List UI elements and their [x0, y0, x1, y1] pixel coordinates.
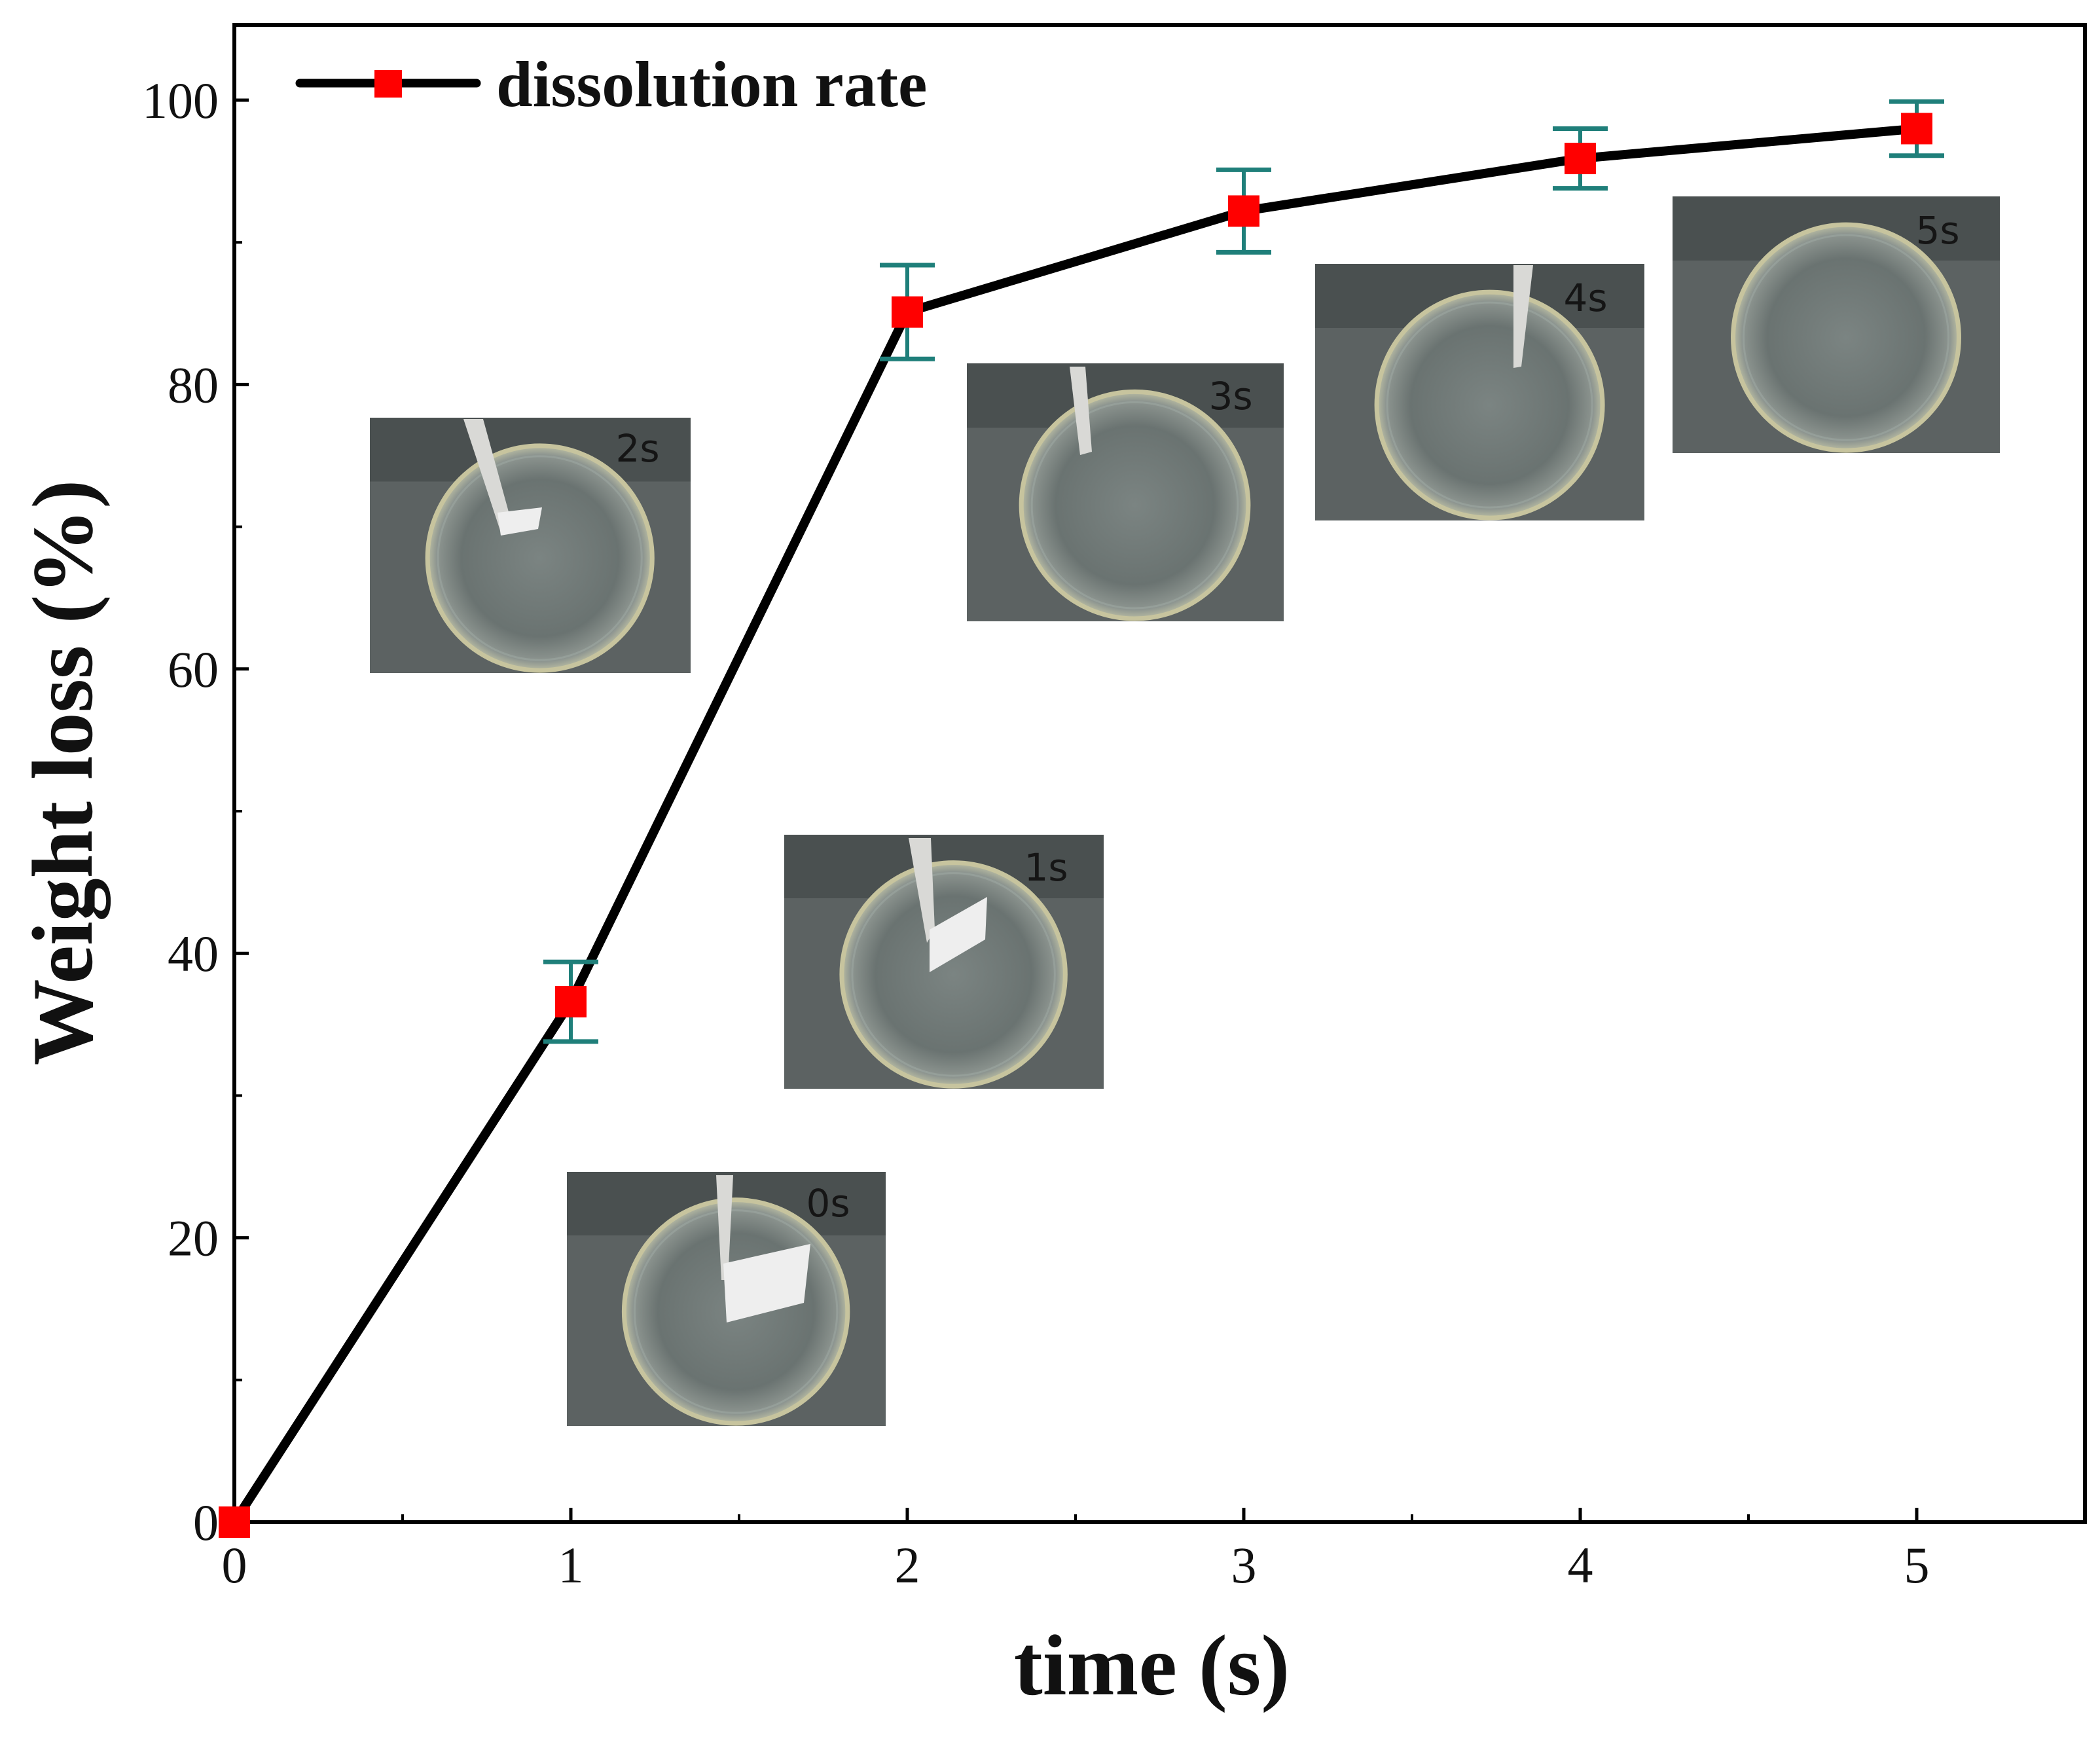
legend-label: dissolution rate: [496, 48, 927, 120]
film-sample: [723, 1244, 810, 1322]
y-tick-label: 20: [168, 1210, 219, 1267]
x-tick-label: 0: [222, 1537, 247, 1594]
data-point: [555, 986, 587, 1018]
inset-label: 2s: [615, 426, 659, 471]
data-point: [1228, 195, 1259, 227]
data-series: [219, 99, 1944, 1538]
inset-photo: 2s: [370, 418, 691, 673]
axes: 0 1 2 3 4 5 0 20 40 60 80 100 time (s) Weight loss (%…: [14, 23, 2087, 1713]
y-tick-label: 40: [168, 925, 219, 982]
y-tick-label: 60: [168, 641, 219, 698]
petri-dish: [425, 443, 655, 673]
x-tick-label: 2: [895, 1537, 920, 1594]
inset-label: 5s: [1915, 208, 1959, 253]
inset-photo: 1s: [784, 835, 1104, 1089]
tweezers: [909, 838, 935, 943]
inset-photo: 0s: [567, 1172, 886, 1426]
petri-dish: [1019, 389, 1251, 621]
inset-label: 3s: [1208, 374, 1252, 418]
film-sample: [930, 897, 987, 972]
x-tick-label: 1: [558, 1537, 584, 1594]
data-point: [1901, 113, 1932, 145]
petri-dish-rim: [1386, 301, 1593, 509]
tweezers: [1513, 265, 1533, 368]
film-sample: [498, 507, 542, 536]
y-tick-label: 80: [168, 356, 219, 413]
series-line: [230, 124, 1921, 1527]
x-axis-title: time (s): [1014, 1617, 1290, 1713]
tweezers: [1070, 367, 1092, 455]
y-tick-label: 100: [142, 72, 219, 129]
inset-label: 1s: [1024, 845, 1068, 890]
inset-photo: 4s: [1315, 264, 1644, 520]
legend: dissolution rate: [295, 48, 927, 120]
x-tick-label: 5: [1904, 1537, 1930, 1594]
data-point: [219, 1506, 250, 1538]
tweezers: [463, 419, 512, 530]
petri-dish-rim: [1743, 234, 1949, 441]
petri-dish-rim: [851, 872, 1056, 1077]
petri-dish-rim: [633, 1209, 839, 1414]
x-tick-label: 3: [1231, 1537, 1257, 1594]
inset-photos: 0s 1s 2s 3s 4s 5s: [370, 196, 2000, 1426]
legend-marker: [374, 70, 402, 98]
inset-label: 4s: [1563, 276, 1607, 320]
data-point: [892, 296, 923, 328]
tweezers: [716, 1175, 733, 1280]
inset-photo: 5s: [1673, 196, 2000, 453]
y-tick-label: 0: [193, 1494, 219, 1551]
petri-dish: [839, 860, 1068, 1089]
petri-dish-rim: [437, 455, 643, 661]
x-tick-label: 4: [1568, 1537, 1593, 1594]
data-point: [1565, 143, 1596, 175]
inset-label: 0s: [806, 1181, 850, 1226]
petri-dish: [1374, 289, 1605, 520]
petri-dish: [1731, 222, 1961, 453]
plot-frame: [232, 23, 2087, 1524]
inset-photo: 3s: [967, 363, 1284, 621]
petri-dish-rim: [1030, 401, 1239, 610]
y-axis-title: Weight loss (%): [14, 480, 111, 1066]
